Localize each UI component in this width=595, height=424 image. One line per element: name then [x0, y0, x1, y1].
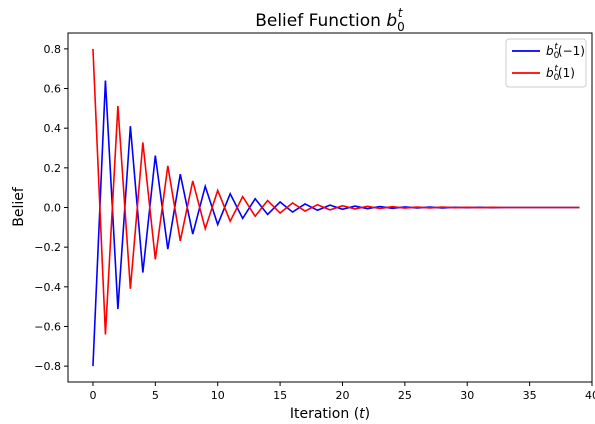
y-tick-label: 0.0	[44, 202, 62, 215]
series-line-1	[92, 48, 580, 335]
x-tick-label: 40	[585, 389, 595, 402]
x-tick-label: 30	[460, 389, 474, 402]
series-lines	[92, 48, 580, 367]
chart-title-sub: 0	[397, 20, 405, 34]
y-tick-label: −0.8	[34, 360, 61, 373]
x-axis-ticks: 0 5 10 15 20 25 30 35 40	[89, 382, 595, 402]
chart-title: Belief Function b0t	[255, 6, 405, 34]
y-tick-label: 0.8	[44, 43, 62, 56]
y-tick-label: −0.2	[34, 241, 61, 254]
x-tick-label: 25	[398, 389, 412, 402]
y-tick-label: 0.4	[44, 122, 62, 135]
x-axis-label-suffix: )	[365, 406, 370, 422]
legend: b0t(−1) b0t(1)	[505, 38, 587, 88]
y-axis-ticks: −0.8 −0.6 −0.4 −0.2 0.0 0.2 0.4 0.6 0.8	[34, 43, 68, 373]
x-tick-label: 20	[335, 389, 349, 402]
series-line-0	[92, 80, 580, 367]
x-tick-label: 5	[152, 389, 159, 402]
x-tick-label: 10	[211, 389, 225, 402]
y-axis-label: Belief	[11, 186, 27, 227]
chart-title-math: b	[386, 11, 397, 31]
x-axis-label-prefix: Iteration (	[290, 406, 359, 422]
y-tick-label: −0.6	[34, 320, 61, 333]
x-axis-label: Iteration (t)	[290, 406, 370, 422]
legend-label-series-0: b0t(−1)	[546, 42, 585, 61]
x-axis-label-var: t	[359, 406, 365, 422]
x-tick-label: 0	[89, 389, 96, 402]
legend-label-series-1: b0t(1)	[546, 64, 575, 83]
y-tick-label: 0.6	[44, 83, 62, 96]
x-tick-label: 15	[273, 389, 287, 402]
chart-title-sup: t	[398, 6, 404, 20]
chart-title-text: Belief Function	[255, 11, 386, 31]
y-tick-label: 0.2	[44, 162, 62, 175]
x-tick-label: 35	[523, 389, 537, 402]
y-tick-label: −0.4	[34, 281, 61, 294]
